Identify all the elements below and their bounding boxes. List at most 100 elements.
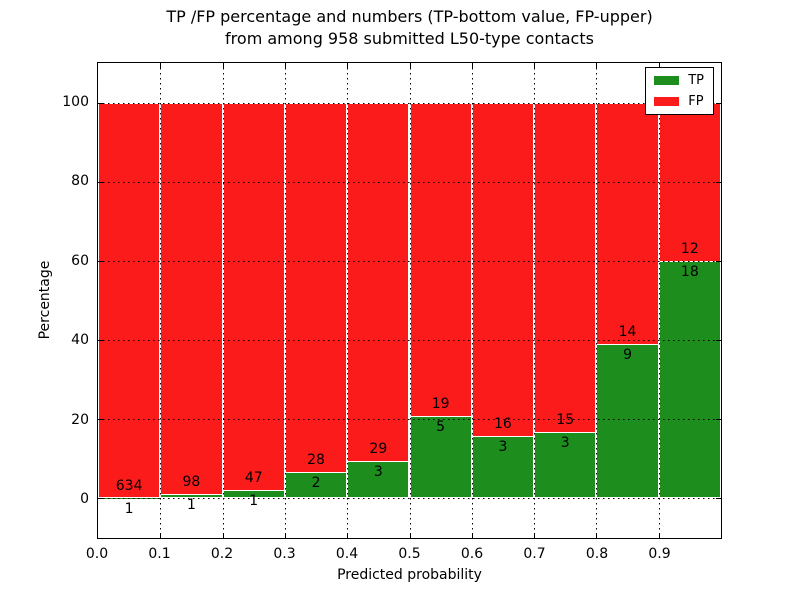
tp-count-label: 9 bbox=[623, 346, 633, 363]
bar-tp-segment bbox=[409, 415, 472, 499]
horizontal-gridline bbox=[98, 419, 721, 421]
vertical-gridline bbox=[596, 63, 598, 538]
fp-count-label: 28 bbox=[307, 452, 325, 469]
tp-legend-swatch bbox=[654, 76, 680, 85]
x-tick-label: 0.0 bbox=[85, 546, 109, 562]
bar-count-labels-layer: 634 1 98 1 47 1 28 2 29 3 19 5 16 3 15 3 14 9 12 18 bbox=[98, 63, 721, 538]
vertical-gridline bbox=[347, 63, 349, 538]
legend: TP FP bbox=[645, 67, 714, 115]
x-tick-mark bbox=[347, 63, 349, 68]
y-tick-mark bbox=[716, 260, 721, 262]
y-tick-mark bbox=[716, 340, 721, 342]
tp-count-label: 5 bbox=[436, 418, 446, 435]
bar-tp-segment bbox=[98, 497, 161, 499]
x-tick-label: 0.1 bbox=[148, 546, 171, 562]
x-tick-mark bbox=[347, 533, 349, 538]
y-tick-label: 40 bbox=[71, 332, 89, 349]
y-tick-mark bbox=[716, 419, 721, 421]
x-tick-mark bbox=[596, 533, 598, 538]
x-tick-label: 0.3 bbox=[273, 546, 296, 562]
x-tick-mark bbox=[222, 63, 224, 68]
bar-tp-segment bbox=[471, 435, 535, 499]
x-tick-mark bbox=[160, 533, 162, 538]
y-tick-label: 100 bbox=[62, 93, 89, 110]
bar-fp-segment bbox=[160, 102, 223, 499]
x-tick-label: 0.2 bbox=[210, 546, 234, 562]
x-tick-mark bbox=[222, 533, 224, 538]
tp-legend-label: TP bbox=[688, 73, 704, 88]
tp-count-label: 18 bbox=[680, 263, 699, 280]
x-tick-mark bbox=[284, 533, 286, 538]
fp-count-label: 634 bbox=[115, 477, 143, 494]
tick-marks-layer bbox=[98, 63, 721, 538]
x-tick-mark bbox=[471, 63, 473, 68]
fp-count-label: 12 bbox=[680, 240, 699, 257]
tp-count-label: 3 bbox=[373, 464, 383, 481]
chart-title: TP /FP percentage and numbers (TP-bottom… bbox=[97, 6, 722, 50]
vertical-gridline bbox=[222, 63, 224, 538]
legend-item-tp: TP bbox=[654, 74, 704, 87]
y-tick-label: 60 bbox=[71, 252, 89, 269]
plot-area: 634 1 98 1 47 1 28 2 29 3 19 5 16 3 15 3 14 9 12 18 TP FP bbox=[97, 62, 722, 539]
tp-count-label: 3 bbox=[498, 438, 508, 455]
bar-fp-segment bbox=[98, 102, 161, 499]
vertical-gridline bbox=[658, 63, 660, 538]
bar-fp-segment bbox=[222, 102, 285, 499]
vertical-gridline bbox=[284, 63, 286, 538]
fp-count-label: 29 bbox=[369, 441, 388, 458]
bar-fp-segment bbox=[284, 102, 348, 499]
bar-tp-segment bbox=[347, 461, 410, 499]
y-tick-label: 20 bbox=[71, 411, 89, 428]
tp-count-label: 1 bbox=[249, 493, 259, 510]
fp-count-label: 47 bbox=[244, 470, 263, 487]
y-tick-mark bbox=[716, 102, 721, 104]
tp-count-label: 3 bbox=[560, 435, 570, 452]
y-tick-mark bbox=[98, 181, 103, 183]
x-tick-label: 0.8 bbox=[585, 546, 609, 562]
tp-count-label: 1 bbox=[186, 497, 196, 514]
horizontal-gridline bbox=[98, 340, 721, 342]
x-tick-mark bbox=[658, 533, 660, 538]
x-tick-label: 0.9 bbox=[648, 546, 671, 562]
x-tick-mark bbox=[658, 63, 660, 68]
vertical-gridline bbox=[471, 63, 473, 538]
x-axis-label: Predicted probability bbox=[337, 567, 482, 583]
chart-title-line2: from among 958 submitted L50-type contac… bbox=[225, 29, 594, 48]
y-tick-label: 0 bbox=[80, 491, 89, 508]
tp-count-label: 1 bbox=[124, 500, 134, 517]
fp-legend-label: FP bbox=[688, 94, 704, 109]
tp-count-label: 2 bbox=[311, 475, 321, 492]
y-tick-label: 80 bbox=[71, 173, 89, 190]
x-tick-mark bbox=[284, 63, 286, 68]
horizontal-gridline bbox=[98, 260, 721, 262]
x-tick-mark bbox=[534, 533, 536, 538]
y-tick-mark bbox=[98, 498, 103, 500]
chart-title-line1: TP /FP percentage and numbers (TP-bottom… bbox=[166, 7, 653, 26]
horizontal-gridline bbox=[98, 181, 721, 183]
horizontal-gridline bbox=[98, 498, 721, 500]
vertical-gridline bbox=[534, 63, 536, 538]
legend-item-fp: FP bbox=[654, 95, 704, 108]
bar-fp-segment bbox=[534, 102, 597, 499]
bars-layer bbox=[98, 63, 721, 538]
x-tick-mark bbox=[160, 63, 162, 68]
x-tick-label: 0.5 bbox=[398, 546, 421, 562]
y-tick-mark bbox=[716, 181, 721, 183]
y-tick-mark bbox=[98, 340, 103, 342]
grid-layer bbox=[98, 63, 721, 538]
x-tick-mark bbox=[409, 63, 411, 68]
bar-tp-segment bbox=[596, 343, 659, 499]
y-tick-mark bbox=[98, 419, 103, 421]
y-tick-mark bbox=[98, 102, 103, 104]
x-tick-mark bbox=[596, 63, 598, 68]
vertical-gridline bbox=[409, 63, 411, 538]
fp-count-label: 14 bbox=[618, 323, 637, 340]
fp-count-label: 15 bbox=[556, 412, 575, 429]
x-tick-label: 0.6 bbox=[460, 546, 484, 562]
x-tick-label: 0.7 bbox=[523, 546, 546, 562]
vertical-gridline bbox=[160, 63, 162, 538]
fp-count-label: 19 bbox=[431, 395, 450, 412]
bar-tp-segment bbox=[284, 472, 348, 499]
fp-legend-swatch bbox=[654, 97, 680, 106]
